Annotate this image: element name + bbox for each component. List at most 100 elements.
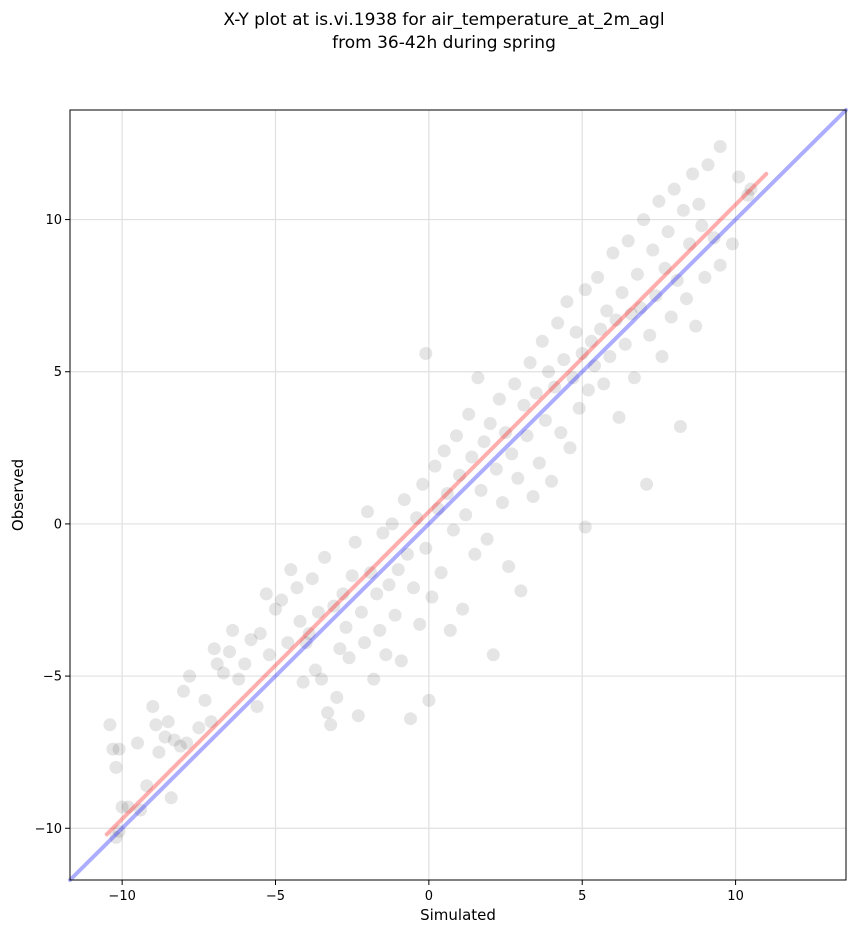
data-point-99: [465, 450, 479, 464]
data-point-181: [726, 237, 739, 251]
data-point-101: [471, 371, 485, 385]
data-point-184: [744, 182, 758, 196]
data-point-92: [443, 623, 457, 637]
data-point-60: [348, 535, 362, 549]
data-point-119: [526, 490, 540, 503]
x-tick-label-3: 5: [578, 889, 586, 904]
data-point-73: [388, 608, 402, 622]
data-point-174: [692, 197, 706, 211]
data-point-171: [683, 237, 697, 251]
data-point-59: [345, 569, 359, 583]
data-point-127: [551, 316, 565, 330]
data-point-114: [511, 471, 525, 485]
data-point-106: [486, 648, 500, 662]
data-point-118: [523, 356, 537, 370]
x-axis-ticks: −10 −5 0 5 10: [108, 880, 744, 904]
data-point-168: [673, 420, 687, 433]
data-point-140: [588, 359, 601, 373]
y-tick-label-0: −10: [35, 822, 62, 837]
data-point-124: [542, 365, 555, 379]
data-point-108: [492, 392, 506, 406]
data-point-89: [434, 566, 448, 580]
data-point-172: [686, 167, 700, 181]
data-point-96: [456, 602, 470, 616]
data-point-64: [361, 505, 374, 519]
data-point-93: [446, 523, 460, 537]
data-point-79: [407, 581, 420, 595]
data-point-102: [474, 483, 488, 497]
data-point-182: [732, 170, 746, 184]
data-point-62: [354, 605, 368, 619]
data-point-47: [308, 663, 322, 677]
data-point-42: [293, 614, 307, 628]
data-point-153: [627, 371, 641, 385]
data-point-32: [244, 633, 258, 647]
data-point-70: [379, 648, 393, 662]
data-point-85: [422, 693, 436, 707]
data-point-57: [339, 620, 353, 634]
data-point-44: [299, 636, 313, 650]
data-point-7: [131, 736, 144, 750]
data-point-12: [149, 718, 163, 732]
data-point-177: [701, 158, 715, 172]
y-tick-label-1: −5: [43, 670, 62, 685]
data-point-11: [146, 700, 160, 713]
data-point-146: [606, 246, 620, 260]
data-point-0: [103, 718, 117, 732]
scatter-points: [103, 140, 758, 844]
data-point-167: [670, 273, 684, 287]
data-point-4: [115, 800, 129, 814]
data-point-163: [658, 261, 672, 275]
data-point-156: [637, 213, 651, 227]
data-point-74: [391, 563, 405, 577]
data-point-34: [253, 627, 267, 640]
data-point-25: [207, 642, 221, 656]
data-point-144: [600, 304, 614, 318]
y-tick-label-4: 10: [45, 213, 62, 228]
data-point-161: [652, 194, 666, 208]
y-axis-label: Observed: [9, 459, 27, 531]
data-point-16: [164, 791, 178, 805]
data-point-2: [112, 742, 126, 756]
x-tick-label-1: −5: [266, 889, 285, 904]
data-point-56: [336, 587, 350, 601]
data-point-28: [223, 645, 236, 659]
data-point-87: [428, 459, 442, 473]
data-point-183: [741, 188, 755, 202]
data-point-39: [281, 636, 295, 650]
data-point-72: [385, 517, 399, 531]
data-point-21: [183, 669, 197, 683]
data-point-81: [413, 617, 427, 631]
data-point-8: [121, 800, 135, 814]
data-point-125: [545, 474, 558, 488]
data-point-17: [167, 733, 181, 747]
data-point-151: [621, 234, 635, 248]
data-point-117: [520, 429, 534, 443]
data-point-1: [106, 742, 120, 756]
data-point-77: [400, 547, 414, 561]
data-point-166: [667, 182, 681, 196]
data-point-68: [373, 623, 387, 637]
data-point-82: [416, 477, 430, 491]
chart-title-line2: from 36-42h during spring: [332, 33, 556, 53]
data-point-90: [437, 444, 451, 458]
data-point-107: [489, 462, 503, 476]
data-point-136: [578, 283, 592, 297]
data-point-27: [216, 666, 230, 680]
grid-lines: [70, 110, 846, 880]
data-point-141: [591, 270, 605, 284]
data-point-76: [397, 493, 411, 507]
data-point-36: [262, 648, 276, 662]
data-point-52: [324, 718, 338, 732]
data-point-24: [204, 715, 218, 729]
data-point-83: [419, 541, 433, 555]
data-point-113: [508, 377, 522, 391]
data-point-160: [649, 289, 663, 303]
fit-lines: [68, 108, 848, 882]
data-point-84: [419, 347, 433, 360]
data-point-116: [517, 398, 531, 412]
data-point-48: [311, 605, 325, 619]
data-point-80: [410, 511, 424, 525]
data-point-94: [450, 429, 463, 443]
